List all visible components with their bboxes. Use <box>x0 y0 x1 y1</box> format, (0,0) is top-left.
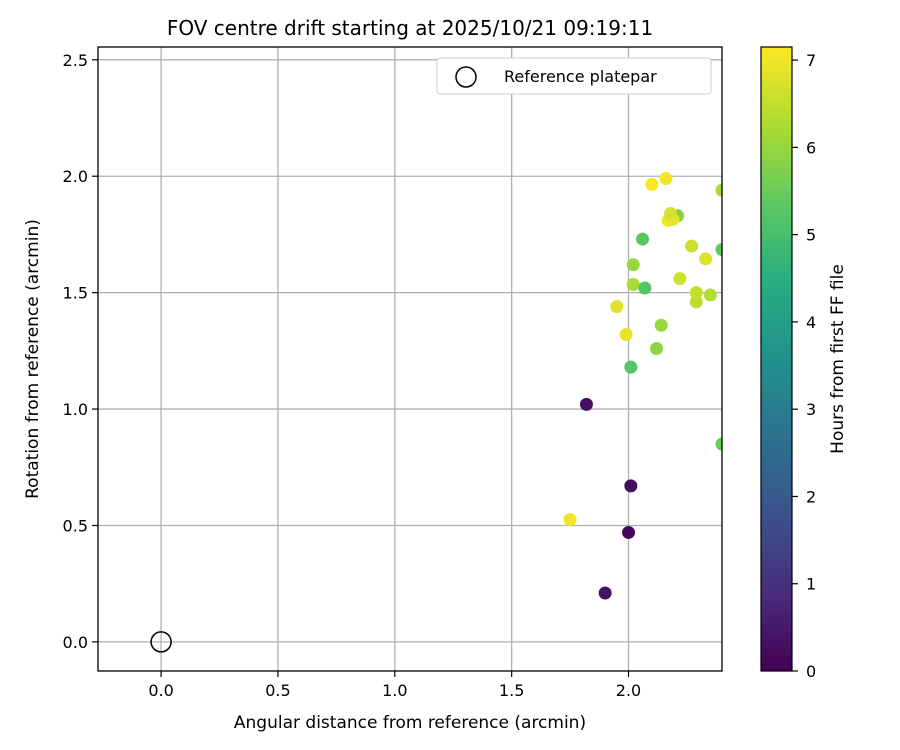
data-point <box>715 183 722 197</box>
chart-title: FOV centre drift starting at 2025/10/21 … <box>167 16 653 40</box>
y-tick-label: 0.5 <box>63 516 88 535</box>
y-tick-label: 1.5 <box>63 284 88 303</box>
data-point <box>579 397 593 411</box>
data-point <box>673 272 687 286</box>
colorbar-gradient <box>760 46 793 672</box>
data-point <box>598 586 612 600</box>
data-point <box>664 206 678 220</box>
colorbar-tick-label: 3 <box>806 400 816 419</box>
y-tick-label: 0.0 <box>63 633 88 652</box>
x-tick-label: 1.5 <box>499 681 524 700</box>
data-point <box>689 286 703 300</box>
data-point <box>715 437 722 451</box>
data-point <box>685 239 699 253</box>
data-point <box>650 342 664 356</box>
y-tick-label: 2.5 <box>63 51 88 70</box>
colorbar-tick-label: 4 <box>806 313 816 332</box>
x-tick-label: 0.5 <box>265 681 290 700</box>
x-tick-label: 2.0 <box>616 681 641 700</box>
data-point <box>626 277 640 291</box>
data-point <box>659 172 673 186</box>
x-tick-label: 1.0 <box>382 681 407 700</box>
data-point <box>689 295 703 309</box>
data-point <box>624 360 638 374</box>
colorbar-tick-label: 5 <box>806 226 816 245</box>
y-tick-label: 2.0 <box>63 167 88 186</box>
data-point <box>654 318 668 332</box>
colorbar-label: Hours from first FF file <box>828 264 848 454</box>
data-point <box>638 281 652 295</box>
legend-box <box>436 57 712 95</box>
plot-area <box>98 47 722 671</box>
data-point <box>703 288 717 302</box>
data-point <box>622 525 636 539</box>
plot-frame <box>97 46 723 672</box>
colorbar: 0 1 2 3 4 5 6 7 Hours from first FF file <box>760 46 848 681</box>
colorbar-tick-label: 6 <box>806 138 816 157</box>
legend-entry-reference: Reference platepar <box>504 67 657 86</box>
data-point <box>636 232 650 246</box>
colorbar-tick-label: 1 <box>806 575 816 594</box>
data-point <box>715 243 722 257</box>
x-axis-label: Angular distance from reference (arcmin) <box>234 713 586 733</box>
data-point <box>619 328 633 342</box>
colorbar-tick-label: 0 <box>806 662 816 681</box>
colorbar-tick-label: 7 <box>806 51 816 70</box>
data-point <box>563 513 577 527</box>
data-point <box>699 252 713 266</box>
data-points <box>563 172 722 600</box>
colorbar-ticks: 0 1 2 3 4 5 6 7 <box>792 51 816 681</box>
reference-platepar-marker <box>150 631 172 653</box>
y-axis-label: Rotation from reference (arcmin) <box>23 219 43 499</box>
data-point <box>626 258 640 272</box>
legend-marker-icon <box>455 66 477 88</box>
legend: Reference platepar <box>436 57 712 95</box>
data-point <box>624 479 638 493</box>
data-point <box>610 300 624 314</box>
x-tick-label: 0.0 <box>148 681 173 700</box>
data-point <box>645 177 659 191</box>
axis-ticks: 0.0 0.5 1.0 1.5 2.0 0.0 0.5 1.0 1.5 2.0 2.5 <box>63 51 642 700</box>
y-tick-label: 1.0 <box>63 400 88 419</box>
colorbar-tick-label: 2 <box>806 487 816 506</box>
